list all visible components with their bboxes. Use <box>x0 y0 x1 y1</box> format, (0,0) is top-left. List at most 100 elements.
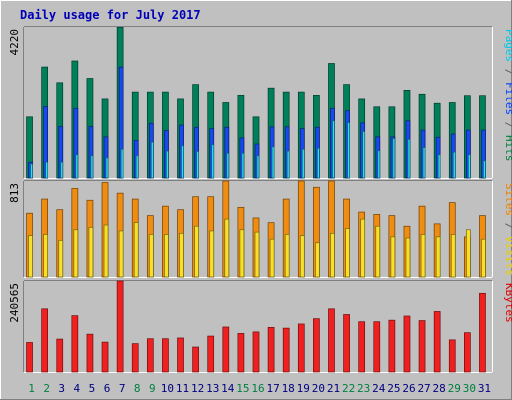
bar-sites <box>420 234 426 278</box>
x-tick-label: 15 <box>236 382 249 395</box>
bar-kbytes <box>343 314 350 373</box>
bar-kbytes <box>313 318 320 373</box>
bar-kbytes <box>328 308 335 373</box>
legend-item: KBytes <box>503 283 512 323</box>
bar-kbytes <box>56 338 64 373</box>
bar-pages <box>135 155 139 179</box>
bar-pages <box>452 151 456 179</box>
bar-kbytes <box>267 327 275 373</box>
legend: KBytes <box>503 283 512 323</box>
bar-kbytes <box>388 319 396 373</box>
x-tick-label: 25 <box>387 382 400 395</box>
x-tick-label: 22 <box>342 382 355 395</box>
bar-kbytes <box>162 338 169 373</box>
x-tick-label: 1 <box>28 382 35 395</box>
bar-pages <box>105 157 109 179</box>
bar-pages <box>196 151 199 179</box>
bar-pages <box>181 145 184 179</box>
x-tick-label: 4 <box>74 382 81 395</box>
bar-sites <box>345 228 350 278</box>
y-max-label: 240565 <box>8 283 21 323</box>
legend: Pages / Files / Hits <box>503 29 512 162</box>
x-tick-label: 3 <box>58 382 65 395</box>
bar-kbytes <box>479 292 486 373</box>
bar-pages <box>301 149 305 179</box>
bar-sites <box>435 236 441 278</box>
bar-sites <box>28 235 33 278</box>
bar-sites <box>466 229 471 278</box>
legend-item: Sites <box>503 183 512 216</box>
x-tick-label: 11 <box>176 382 189 395</box>
bar-pages <box>347 122 350 179</box>
bar-sites <box>224 218 230 278</box>
chart-title: Daily usage for July 2017 <box>20 8 201 22</box>
bar-sites <box>43 234 48 278</box>
bar-kbytes <box>358 321 366 373</box>
x-tick-label: 17 <box>266 382 279 395</box>
x-tick-label: 26 <box>402 382 415 395</box>
x-tick-label: 7 <box>119 382 126 395</box>
bar-sites <box>133 222 139 278</box>
bar-kbytes <box>418 320 426 373</box>
bar-kbytes <box>448 339 456 373</box>
x-tick-label: 20 <box>312 382 325 395</box>
bar-sites <box>284 234 290 278</box>
bar-kbytes <box>41 308 48 373</box>
panel-kbytes: 240565 KBytes <box>8 280 512 373</box>
bar-sites <box>450 234 456 278</box>
bar-kbytes <box>282 327 290 373</box>
bar-kbytes <box>222 326 230 373</box>
bar-kbytes <box>252 331 260 373</box>
chart-panels: 4220 Pages / Files / Hits 813 Sites / Visit… <box>8 26 512 373</box>
bar-sites <box>315 242 320 278</box>
bar-sites <box>179 232 184 278</box>
bar-sites <box>118 230 124 278</box>
bar-kbytes <box>131 343 139 373</box>
bar-sites <box>194 225 199 278</box>
bar-pages <box>483 160 486 179</box>
x-tick-label: 13 <box>206 382 219 395</box>
bar-sites <box>88 227 94 278</box>
x-tick-label: 16 <box>251 382 264 395</box>
bar-kbytes <box>26 342 33 373</box>
bar-pages <box>468 154 471 179</box>
x-axis-labels: 1 2 3 4 5 6 7 8 9 10 11 12 13 14 15 16 17 18 19 20 21 22 23 24 2… <box>28 382 491 395</box>
bar-pages <box>256 155 260 179</box>
x-tick-label: 6 <box>104 382 111 395</box>
bar-pages <box>120 149 124 179</box>
bar-pages <box>407 139 411 179</box>
bar-kbytes <box>86 333 94 373</box>
bar-pages <box>332 120 335 179</box>
panel-hits-files-pages: 4220 Pages / Files / Hits <box>8 26 512 179</box>
x-tick-label: 29 <box>448 382 461 395</box>
bar-pages <box>422 147 426 179</box>
bar-kbytes <box>116 280 124 373</box>
x-tick-label: 21 <box>327 382 340 395</box>
bar-sites <box>390 236 396 278</box>
bar-kbytes <box>297 323 305 373</box>
bar-pages <box>75 154 79 179</box>
legend-item: Hits <box>503 135 512 162</box>
bar-sites <box>239 229 245 278</box>
bar-kbytes <box>177 337 184 373</box>
x-tick-label: 5 <box>89 382 96 395</box>
x-tick-label: 18 <box>282 382 295 395</box>
bar-kbytes <box>71 315 79 373</box>
bar-sites <box>254 231 260 278</box>
bar-pages <box>211 144 215 179</box>
bar-pages <box>166 150 169 179</box>
bar-pages <box>437 154 441 179</box>
x-tick-label: 28 <box>433 382 446 395</box>
bar-pages <box>45 161 48 179</box>
bar-sites <box>375 225 381 278</box>
bar-pages <box>241 152 245 179</box>
x-tick-label: 14 <box>221 382 235 395</box>
bar-sites <box>299 235 305 278</box>
legend-item: / <box>503 115 512 135</box>
bar-sites <box>360 218 366 278</box>
bar-kbytes <box>237 333 245 373</box>
bar-pages <box>271 146 275 179</box>
y-max-label: 813 <box>8 183 21 203</box>
bar-pages <box>60 161 64 179</box>
bar-kbytes <box>192 346 199 373</box>
